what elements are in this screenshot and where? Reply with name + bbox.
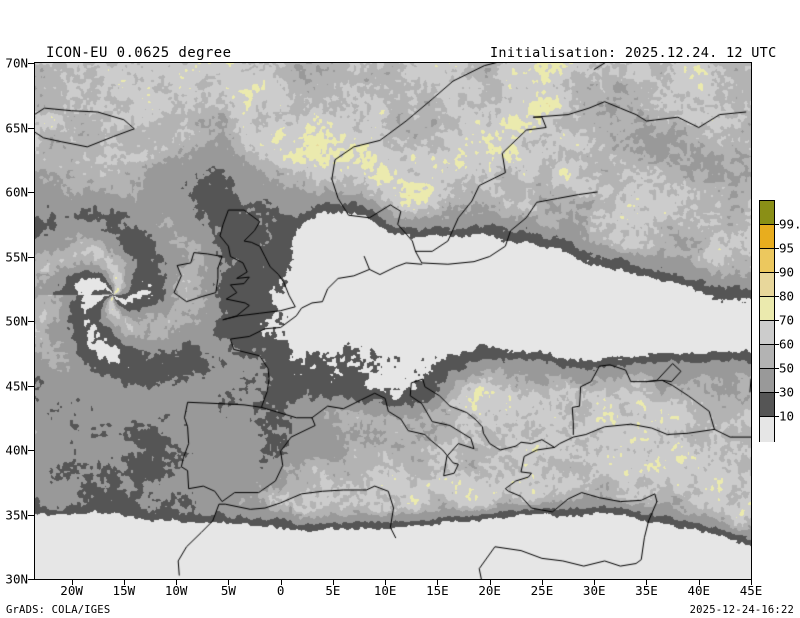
latitude-tick-label: 65N [5,120,28,135]
longitude-tick-label: 20W [60,583,83,598]
colorbar-tick-label: 70 [779,312,795,328]
longitude-tick-label: 5E [325,583,341,598]
longitude-tick-mark [123,579,125,585]
colorbar-segment [760,249,774,274]
colorbar-tick-mark [759,368,779,369]
longitude-tick-label: 25E [530,583,554,598]
colorbar-tick-label: 10 [779,408,795,424]
colorbar-tick-label: 99.5 [779,216,800,232]
longitude-tick-mark [228,579,230,585]
latitude-tick-mark [28,579,34,580]
colorbar-segment [760,345,774,370]
longitude-tick-label: 15W [112,583,136,598]
colorbar [759,200,775,442]
latitude-tick-mark [28,385,34,387]
colorbar-tick-mark [759,296,779,297]
latitude-tick-label: 40N [5,442,28,458]
map-plot-area [34,62,752,580]
render-timestamp: 2025-12-24-16:22 [689,604,794,616]
initialisation-time: Initialisation: 2025.12.24. 12 UTC [490,45,777,61]
colorbar-segment [760,297,774,322]
latitude-axis: 70N 65N 60N 55N 50N 45N 40N 35N 30N [0,0,34,618]
longitude-tick-mark [751,579,752,585]
longitude-tick-label: 0 [276,583,285,598]
grads-credit: GrADS: COLA/IGES [6,604,111,616]
total-cloud-cover-field [35,63,751,579]
colorbar-tick-mark [759,272,779,273]
colorbar-segment [760,369,774,394]
latitude-tick-mark [28,127,34,129]
longitude-tick-mark [541,579,543,585]
colorbar-segment [760,393,774,418]
colorbar-tick-mark [759,248,779,249]
latitude-tick-mark [28,256,34,258]
latitude-tick-label: 30N [5,571,28,587]
colorbar-segment [760,417,774,442]
colorbar-tick-label: 30 [779,384,795,400]
latitude-tick-label: 55N [5,249,28,264]
colorbar-tick-label: 80 [779,288,795,304]
longitude-tick-label: 45E [739,583,763,598]
longitude-tick-label: 40E [687,583,711,598]
longitude-tick-mark [489,579,491,585]
colorbar-segment [760,321,774,346]
longitude-tick-mark [280,579,282,585]
colorbar-tick-label: 50 [779,360,795,376]
longitude-tick-mark [698,579,700,585]
longitude-tick-label: 20E [478,583,501,598]
latitude-tick-mark [28,63,34,64]
longitude-tick-mark [71,579,73,585]
latitude-tick-mark [28,192,34,193]
latitude-tick-mark [28,514,34,516]
longitude-tick-mark [646,579,648,585]
longitude-tick-label: 35E [635,583,658,598]
longitude-tick-mark [385,579,387,585]
longitude-tick-mark [594,579,596,585]
colorbar-segment [760,273,774,298]
colorbar-tick-label: 90 [779,264,795,280]
model-title: ICON-EU 0.0625 degree [46,45,232,61]
longitude-tick-label: 15E [426,583,449,598]
colorbar-segment [760,225,774,250]
colorbar-segment [760,201,774,226]
colorbar-tick-label: 60 [779,336,795,352]
longitude-tick-mark [176,579,178,585]
colorbar-tick-mark [759,320,779,321]
colorbar-tick-label: 95 [779,240,795,256]
latitude-tick-label: 45N [5,378,28,393]
colorbar-tick-mark [759,392,779,393]
longitude-tick-label: 30E [582,583,606,598]
latitude-tick-label: 50N [5,313,28,329]
longitude-tick-label: 10E [373,583,397,598]
colorbar-tick-mark [759,344,779,345]
header: ICON-EU 0.0625 degree Total Clouds [ %] … [0,0,800,118]
latitude-tick-label: 70N [5,55,28,71]
longitude-tick-mark [332,579,334,585]
colorbar-tick-mark [759,416,779,417]
colorbar-tick-mark [759,224,779,225]
latitude-tick-mark [28,450,34,451]
longitude-tick-label: 10W [164,583,188,598]
latitude-tick-label: 35N [5,507,28,522]
longitude-tick-mark [437,579,439,585]
latitude-tick-mark [28,321,34,322]
latitude-tick-label: 60N [5,184,28,200]
longitude-tick-label: 5W [220,583,236,598]
